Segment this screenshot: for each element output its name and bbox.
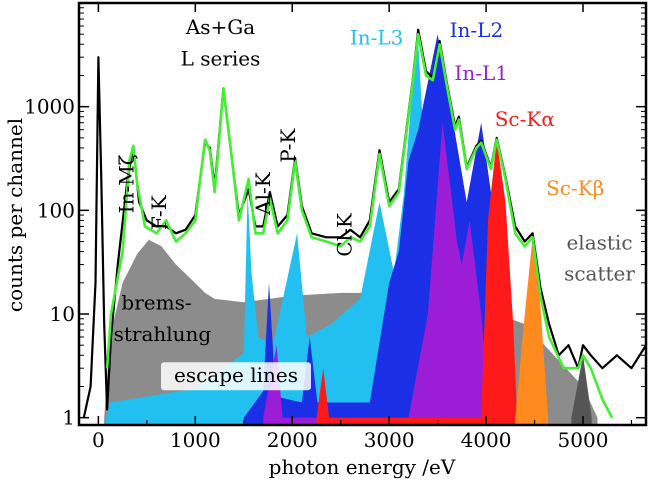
annotation-in-mz: In-Mζ xyxy=(114,154,138,213)
y-axis-title: counts per channel xyxy=(3,118,27,312)
annotation-al-k: Al-K xyxy=(251,171,275,216)
annotation-elastic-1: elastic xyxy=(566,230,632,254)
annotation-as-ga-2: L series xyxy=(181,46,261,70)
y-tick-label: 10 xyxy=(50,302,75,326)
x-tick-label: 2000 xyxy=(267,428,318,452)
annotation-in-l3: In-L3 xyxy=(350,25,404,49)
annotation-f-k: F-K xyxy=(147,194,171,230)
annotation-brems-2: strahlung xyxy=(114,322,212,346)
y-tick-label: 1 xyxy=(62,406,75,430)
area-sc-k xyxy=(316,139,518,425)
plot-frame xyxy=(77,1,648,427)
annotation-sc-ka: Sc-Kα xyxy=(495,107,555,131)
annotations: In-Mζ F-K As+Ga L series Al-KP-K Cl-K In-L3 In-… xyxy=(114,15,635,391)
annotation-cl-k: Cl-K xyxy=(332,212,356,256)
annotation-p-k: P-K xyxy=(276,128,300,163)
spectrum-lines xyxy=(82,28,647,419)
area-in-l1 xyxy=(263,122,491,425)
axis-ticks: 0 1000 2000 3000 4000 5000 1 10 100 1000 xyxy=(24,3,646,452)
annotation-box xyxy=(161,362,311,391)
x-tick-label: 1000 xyxy=(170,428,221,452)
annotation-escape: escape lines xyxy=(174,363,298,387)
x-tick-label: 4000 xyxy=(461,428,512,452)
annotation-in-l2: In-L2 xyxy=(450,18,504,42)
annotation-elastic-2: scatter xyxy=(564,262,635,286)
area-sc-k xyxy=(515,237,549,425)
x-tick-label: 0 xyxy=(92,428,105,452)
fit-line xyxy=(105,32,614,419)
x-axis-title: photon energy /eV xyxy=(269,455,456,479)
annotation-as-ga-1: As+Ga xyxy=(185,15,255,39)
annotation-sc-kb: Sc-Kβ xyxy=(546,176,604,200)
annotation-in-l1: In-L1 xyxy=(454,61,508,85)
y-tick-label: 1000 xyxy=(24,95,75,119)
annotation-brems-1: brems- xyxy=(121,291,191,315)
y-tick-label: 100 xyxy=(37,198,75,222)
x-tick-label: 3000 xyxy=(364,428,415,452)
area-elastic-scatter xyxy=(571,355,592,425)
x-tick-label: 5000 xyxy=(558,428,609,452)
